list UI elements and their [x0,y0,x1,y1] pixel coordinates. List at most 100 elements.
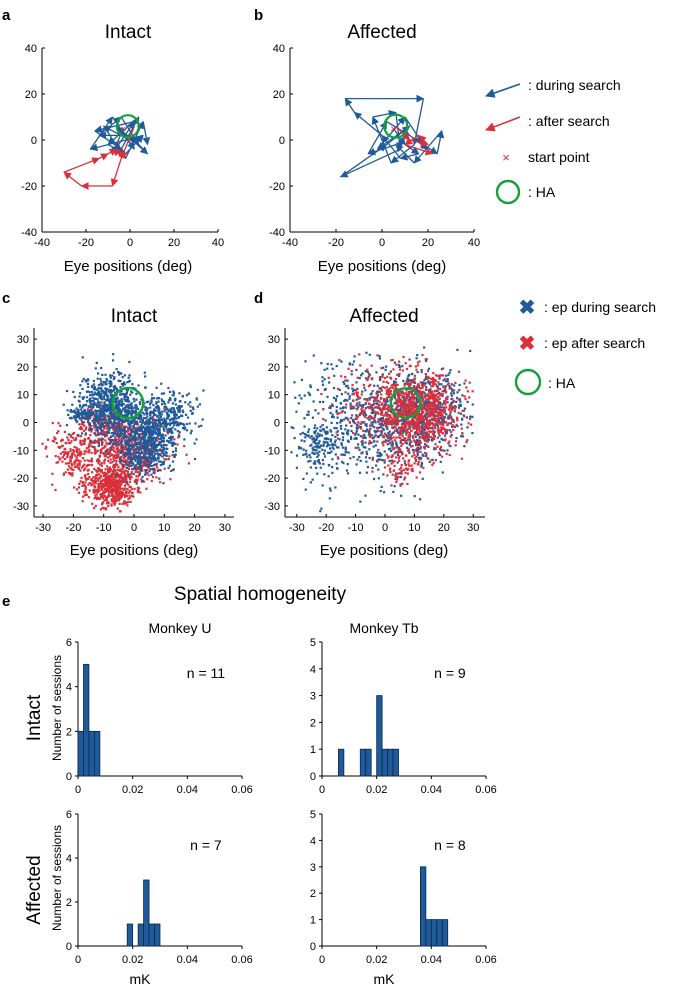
ep-point [91,405,94,408]
ep-point [105,434,108,437]
ep-point [350,437,353,441]
ep-point [434,374,437,377]
ep-point [139,491,142,494]
ep-point [309,459,312,463]
ep-point [427,433,430,436]
ep-point [127,428,130,432]
ep-point [121,436,124,439]
ep-point [107,493,110,497]
ep-point [125,494,129,498]
ep-point [157,437,160,440]
ep-point [81,413,84,417]
ep-point [95,361,98,365]
legend-mid: ✖ : ep during search ✖ : ep after search… [514,297,656,396]
ep-point [104,468,107,471]
ep-point [393,361,397,364]
ep-point [87,385,90,388]
ep-point [421,415,424,418]
ep-point [121,487,124,490]
ep-point [102,420,106,423]
ep-point [183,428,186,431]
ep-point [399,448,402,451]
ep-point [427,438,431,441]
ep-point [335,409,338,412]
ep-point [357,406,360,409]
ep-point [180,405,183,408]
ep-point [114,397,117,400]
ep-point [119,510,122,513]
ep-point [99,432,102,435]
ep-point [123,431,126,435]
ep-point [396,428,399,431]
ep-point [335,405,338,409]
ep-point [120,495,124,498]
ep-point [130,404,133,407]
ep-point [164,434,167,437]
ep-point [148,463,151,466]
ep-point [410,410,414,414]
ep-point [161,451,164,454]
ep-point [124,443,128,447]
ep-point [166,417,169,420]
ep-point [339,407,342,410]
ep-point [451,390,454,393]
ep-point [334,399,338,402]
ep-point [124,405,128,408]
ep-point [181,409,184,412]
saccade-red-a [63,157,100,173]
ep-point [417,404,420,408]
ep-point [100,398,104,401]
ep-point [421,403,424,406]
ep-point [160,440,163,443]
ep-point [447,408,450,411]
ep-point [116,455,119,459]
ep-point [159,426,162,429]
ep-point [303,425,306,428]
ep-point [330,430,333,433]
ep-point [415,430,418,434]
ep-point [115,463,119,466]
ep-point [385,435,388,438]
ep-point [379,458,382,461]
ep-point [364,377,368,380]
ep-point [131,435,134,438]
ep-point [126,381,129,384]
ep-point [169,408,172,411]
ep-point [123,397,126,401]
ep-point [143,462,146,465]
ep-point [118,393,122,396]
ep-point [183,445,186,448]
ep-point [114,454,118,457]
ep-point [349,457,352,460]
ep-point [110,478,113,482]
ep-point [454,381,457,385]
ep-point [322,400,325,403]
ep-point [158,431,161,434]
ep-point [70,417,73,420]
ep-point [147,418,150,421]
ep-point [79,426,83,429]
ep-point [106,387,109,391]
ep-point [362,403,365,407]
row-label-intact: Intact [24,694,45,741]
ep-point [94,474,98,477]
ep-point [146,430,149,434]
ep-point [100,429,103,432]
ep-point [127,404,130,407]
ep-point [302,453,305,456]
ep-point [364,436,367,440]
ep-point [439,392,442,395]
ep-point [420,465,423,468]
ep-point [137,433,140,436]
ep-point [130,428,133,431]
ep-point [158,408,161,411]
ep-point [355,430,358,433]
ep-point [150,473,153,476]
ep-point [322,452,326,455]
ep-point [132,419,135,422]
ep-point [448,413,452,416]
ep-point [156,439,159,442]
ep-point [99,469,102,473]
ep-point [298,446,301,450]
ep-point [342,461,345,465]
